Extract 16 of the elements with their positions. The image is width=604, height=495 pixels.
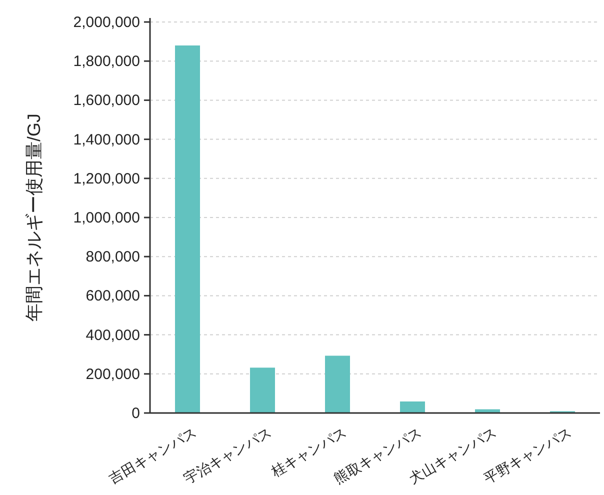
y-tick-label: 1,400,000 [73, 131, 140, 148]
bar [175, 45, 200, 413]
y-axis-title: 年間エネルギー使用量/GJ [24, 113, 44, 322]
y-tick-label: 0 [132, 405, 140, 422]
y-tick-label: 800,000 [86, 248, 140, 266]
bar [325, 356, 350, 413]
y-tick-label: 1,800,000 [73, 53, 140, 70]
bar [250, 368, 275, 413]
bar [400, 401, 425, 413]
y-tick-label: 1,600,000 [73, 92, 140, 110]
y-tick-label: 600,000 [86, 288, 140, 305]
y-tick-label: 400,000 [86, 326, 140, 344]
y-tick-label: 200,000 [86, 366, 140, 383]
y-tick-label: 2,000,000 [73, 14, 140, 31]
y-tick-label: 1,000,000 [73, 210, 140, 226]
y-tick-label: 1,200,000 [73, 170, 140, 188]
